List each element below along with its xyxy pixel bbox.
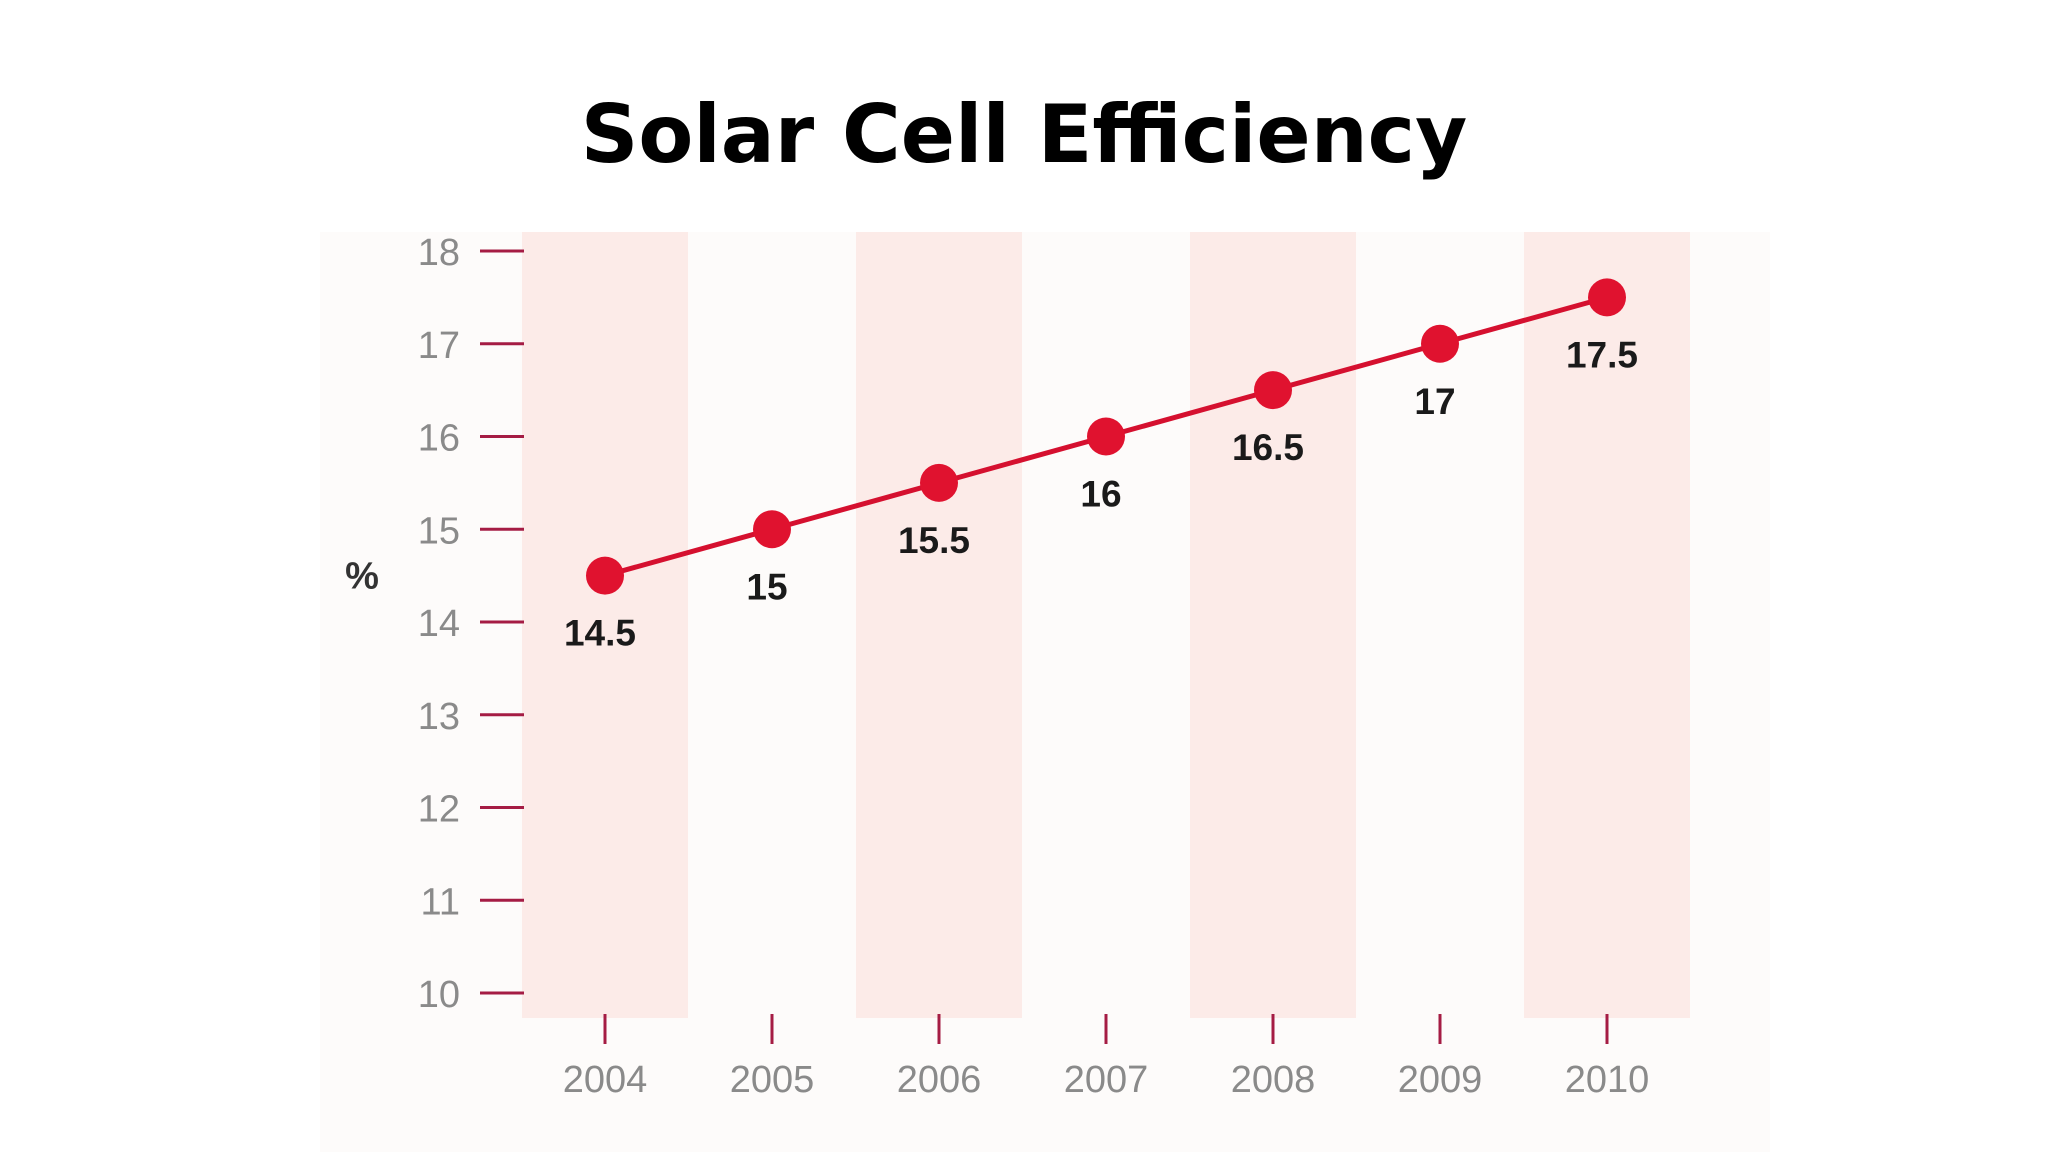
data-point-2006 [920, 463, 958, 502]
x-tick-label-2009: 2009 [1398, 1059, 1483, 1101]
data-label-2006: 15.5 [898, 520, 970, 561]
y-tick-label-17: 17 [418, 325, 460, 367]
x-tick-label-2004: 2004 [563, 1059, 648, 1101]
data-point-2008 [1254, 371, 1292, 410]
data-point-2004 [586, 556, 624, 595]
data-label-2008: 16.5 [1232, 427, 1304, 468]
data-label-2005: 15 [746, 566, 787, 607]
y-tick-label-13: 13 [418, 696, 460, 738]
data-label-2010: 17.5 [1566, 334, 1638, 375]
y-tick-label-15: 15 [418, 510, 460, 552]
x-tick-label-2005: 2005 [730, 1059, 815, 1101]
y-tick-label-16: 16 [418, 418, 460, 460]
band-2010 [1524, 232, 1690, 1018]
x-tick-label-2008: 2008 [1231, 1059, 1316, 1101]
y-tick-label-14: 14 [418, 603, 460, 645]
data-label-2007: 16 [1080, 474, 1121, 515]
y-axis-label: % [345, 556, 379, 598]
x-tick-label-2006: 2006 [897, 1059, 982, 1101]
data-point-2007 [1087, 417, 1125, 456]
data-label-2004: 14.5 [564, 613, 636, 654]
y-tick-label-10: 10 [418, 974, 460, 1016]
slide-title: Solar Cell Efficiency [580, 88, 1468, 181]
band-2004 [522, 232, 688, 1018]
data-point-2010 [1588, 278, 1626, 317]
data-point-2009 [1421, 324, 1459, 363]
x-tick-label-2010: 2010 [1565, 1059, 1650, 1101]
band-2006 [856, 232, 1022, 1018]
x-tick-label-2007: 2007 [1064, 1059, 1149, 1101]
y-tick-label-18: 18 [418, 232, 460, 274]
y-tick-label-11: 11 [421, 881, 460, 923]
data-label-2009: 17 [1414, 381, 1455, 422]
data-point-2005 [753, 510, 791, 549]
y-tick-label-12: 12 [418, 789, 460, 831]
band-2008 [1190, 232, 1356, 1018]
